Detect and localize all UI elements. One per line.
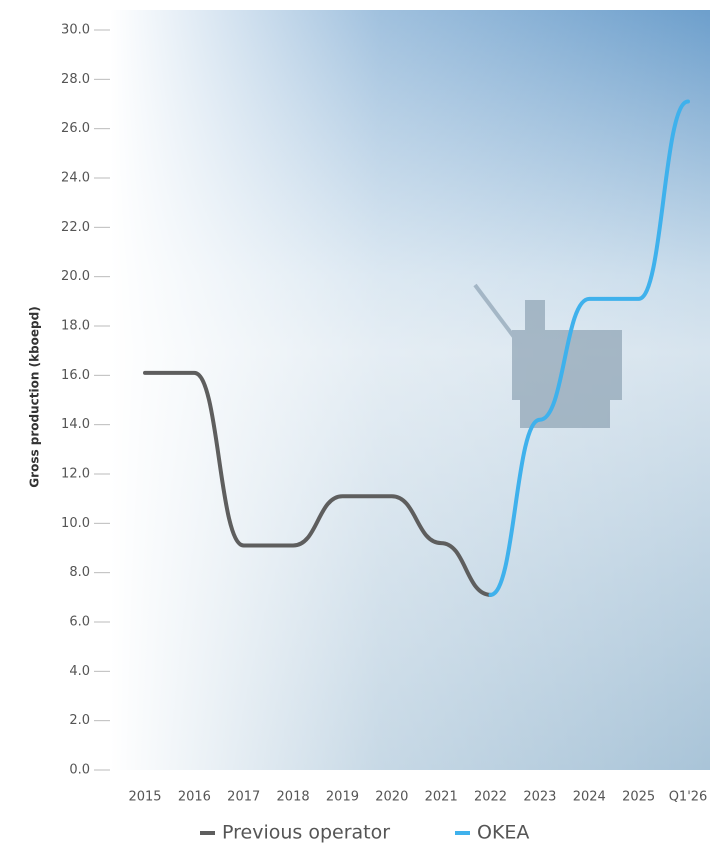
x-tick-label: 2023	[523, 790, 556, 805]
y-tick-label: 24.0	[61, 171, 90, 186]
series-line	[143, 370, 493, 597]
x-tick-label: 2025	[622, 790, 655, 805]
x-tick-label: 2022	[474, 790, 507, 805]
y-tick-label: 8.0	[69, 565, 90, 580]
y-tick-label: 0.0	[69, 763, 90, 778]
y-tick-label: 20.0	[61, 269, 90, 284]
x-tick-label: 2015	[128, 790, 161, 805]
y-tick-label: 6.0	[69, 615, 90, 630]
series-line	[488, 99, 690, 597]
x-tick-label: 2021	[425, 790, 458, 805]
y-tick-label: 22.0	[61, 220, 90, 235]
y-tick-label: 10.0	[61, 516, 90, 531]
y-tick-label: 18.0	[61, 319, 90, 334]
x-tick-label: 2018	[277, 790, 310, 805]
legend-label: OKEA	[477, 822, 529, 844]
legend-label: Previous operator	[222, 822, 390, 844]
y-tick-label: 4.0	[69, 664, 90, 679]
y-tick-label: 12.0	[61, 467, 90, 482]
y-tick-label: 2.0	[69, 713, 90, 728]
y-tick-label: 30.0	[61, 23, 90, 38]
y-tick-label: 14.0	[61, 417, 90, 432]
plot-area: 0.0 2.0 4.0 6.0 8.0 10.0 12.0 14.0 16.0 18.0 20.0 2…	[61, 23, 707, 805]
x-tick-label: 2017	[227, 790, 260, 805]
x-tick-label: 2024	[573, 790, 606, 805]
y-axis-label: Gross production (kboepd)	[28, 306, 42, 487]
x-tick-label: Q1'26	[669, 790, 708, 805]
platform	[473, 283, 622, 428]
y-tick-label: 28.0	[61, 72, 90, 87]
y-tick-label: 16.0	[61, 368, 90, 383]
x-tick-label: 2019	[326, 790, 359, 805]
x-tick-label: 2016	[178, 790, 211, 805]
y-tick-label: 26.0	[61, 121, 90, 136]
x-tick-label: 2020	[375, 790, 408, 805]
